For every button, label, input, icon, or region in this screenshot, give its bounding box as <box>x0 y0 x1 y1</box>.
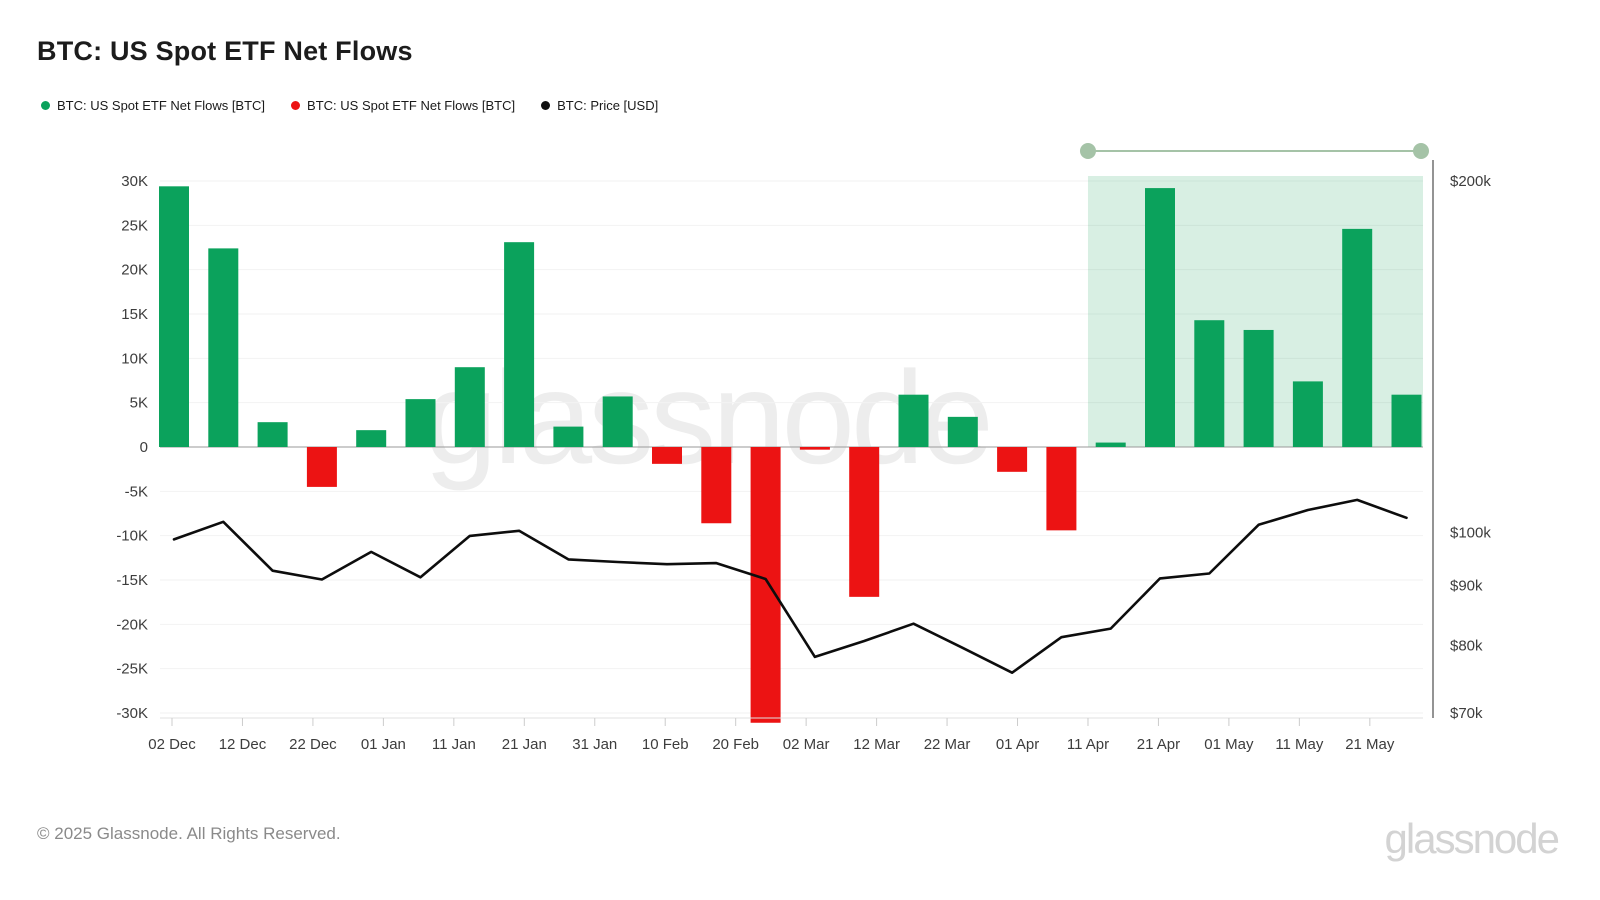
x-axis-label: 12 Mar <box>853 736 900 753</box>
legend-red-dot-icon <box>291 101 301 110</box>
legend-black-dot-icon <box>541 101 551 110</box>
left-axis-label: 0 <box>140 439 148 456</box>
flow-bar-24-Mar[interactable] <box>947 416 978 447</box>
brush-slider-left-handle[interactable] <box>1079 143 1096 159</box>
x-axis-label: 22 Dec <box>289 736 337 753</box>
x-axis-label: 12 Dec <box>219 736 267 753</box>
left-axis-label: 5K <box>130 395 148 412</box>
flow-bar-02-Dec[interactable] <box>159 186 189 447</box>
left-axis-label: -20K <box>116 616 148 633</box>
price-line <box>172 498 1408 675</box>
left-axis-label: 20K <box>121 262 148 279</box>
x-axis-label: 01 Apr <box>996 736 1039 753</box>
left-axis-label: 10K <box>121 350 148 367</box>
flow-bar-17-Mar[interactable] <box>898 394 929 447</box>
flow-bar-17-Feb[interactable] <box>701 447 732 524</box>
x-axis-label: 21 May <box>1345 736 1395 753</box>
left-axis-label: -30K <box>116 705 148 722</box>
left-axis-label: -5K <box>125 483 148 500</box>
x-axis-label: 02 Dec <box>148 736 196 753</box>
flow-bar-03-Feb[interactable] <box>602 396 633 447</box>
flow-bar-16-Dec[interactable] <box>257 422 288 447</box>
left-axis-label: -10K <box>116 528 148 545</box>
flow-bar-28-Apr[interactable] <box>1194 320 1225 447</box>
flow-bar-05-May[interactable] <box>1243 329 1274 447</box>
flow-bar-24-Feb[interactable] <box>750 447 781 723</box>
x-axis-label: 02 Mar <box>783 736 830 753</box>
legend-label: BTC: US Spot ETF Net Flows [BTC] <box>307 98 516 113</box>
flow-bar-30-Dec[interactable] <box>356 430 387 447</box>
flow-bar-26-May[interactable] <box>1391 394 1422 447</box>
legend-item-netflow-negative[interactable]: BTC: US Spot ETF Net Flows [BTC] <box>291 98 515 113</box>
flow-bar-10-Mar[interactable] <box>849 447 880 597</box>
flow-bar-09-Dec[interactable] <box>208 248 239 447</box>
left-axis-label: -15K <box>116 572 148 589</box>
right-axis-label: $70k <box>1450 705 1483 722</box>
x-axis-label: 21 Apr <box>1137 736 1180 753</box>
flow-bar-31-Mar[interactable] <box>997 447 1028 472</box>
legend: BTC: US Spot ETF Net Flows [BTC] BTC: US… <box>41 98 658 113</box>
x-axis-label: 11 Jan <box>432 736 476 753</box>
x-axis-label: 10 Feb <box>642 736 689 753</box>
x-axis-label: 11 May <box>1275 736 1324 753</box>
x-axis-label: 21 Jan <box>502 736 547 753</box>
brush-slider-right-handle[interactable] <box>1413 143 1429 159</box>
right-axis-label: $100k <box>1450 524 1491 541</box>
flow-bar-14-Apr[interactable] <box>1095 442 1126 447</box>
flow-bar-20-Jan[interactable] <box>504 242 535 447</box>
right-axis-label: $90k <box>1450 578 1483 595</box>
left-axis-label: 15K <box>121 306 148 323</box>
left-axis-label: 30K <box>121 173 148 190</box>
flow-bar-06-Jan[interactable] <box>405 399 436 447</box>
flow-bar-13-Jan[interactable] <box>454 367 485 447</box>
right-axis-label: $200k <box>1450 173 1491 190</box>
flow-bar-07-Apr[interactable] <box>1046 447 1077 531</box>
legend-label: BTC: Price [USD] <box>557 98 659 113</box>
glassnode-logo: glassnode <box>1384 815 1560 862</box>
x-axis-label: 01 Jan <box>361 736 406 753</box>
x-axis-label: 31 Jan <box>572 736 617 753</box>
flow-bar-27-Jan[interactable] <box>553 426 584 447</box>
flow-bar-23-Dec[interactable] <box>306 447 337 487</box>
left-axis-label: 25K <box>121 217 148 234</box>
flow-bar-03-Mar[interactable] <box>799 447 830 450</box>
x-axis-label: 20 Feb <box>712 736 759 753</box>
legend-label: BTC: US Spot ETF Net Flows [BTC] <box>57 98 266 113</box>
left-axis-label: -25K <box>116 661 148 678</box>
right-axis-label: $80k <box>1450 637 1483 654</box>
legend-item-netflow-positive[interactable]: BTC: US Spot ETF Net Flows [BTC] <box>41 98 265 113</box>
copyright-text: © 2025 Glassnode. All Rights Reserved. <box>37 824 341 843</box>
x-axis-label: 11 Apr <box>1067 736 1109 753</box>
flow-bar-12-May[interactable] <box>1292 381 1323 447</box>
x-axis-label: 01 May <box>1204 736 1254 753</box>
legend-item-price[interactable]: BTC: Price [USD] <box>541 98 658 113</box>
legend-green-dot-icon <box>41 101 50 110</box>
flow-bar-10-Feb[interactable] <box>652 447 682 464</box>
x-axis-label: 22 Mar <box>924 736 971 753</box>
page-title: BTC: US Spot ETF Net Flows <box>37 36 413 66</box>
flow-bar-21-Apr[interactable] <box>1145 188 1175 448</box>
flow-bar-19-May[interactable] <box>1342 228 1373 447</box>
